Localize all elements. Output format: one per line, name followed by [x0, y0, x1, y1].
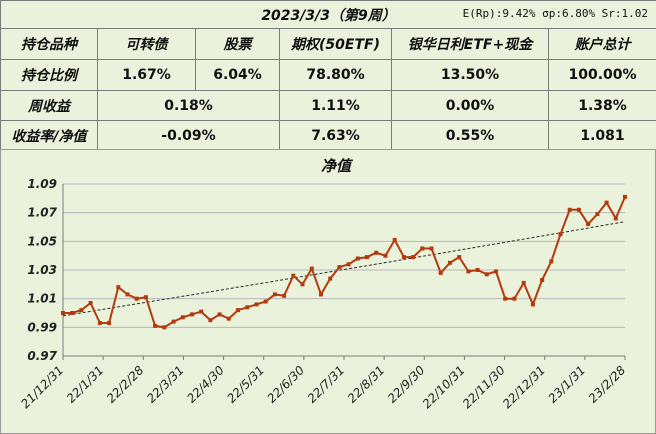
nav-data-point — [558, 232, 563, 237]
nav-data-point — [236, 308, 240, 313]
nav-data-point — [411, 255, 416, 260]
nav-data-point — [521, 280, 526, 285]
nav-data-point — [337, 265, 342, 270]
nav-data-point — [162, 325, 167, 330]
cell-yield-convertible-stock: -0.09% — [97, 120, 280, 151]
nav-data-point — [466, 269, 471, 274]
nav-data-point — [595, 212, 600, 217]
nav-data-point — [125, 292, 130, 297]
nav-data-point — [613, 216, 618, 221]
nav-data-point — [116, 285, 121, 290]
cell-position-total: 100.00% — [547, 59, 656, 91]
col-header-account-total: 账户总计 — [547, 28, 656, 60]
cell-yield-option: 7.63% — [279, 120, 392, 151]
nav-data-point — [484, 272, 489, 277]
nav-data-point — [457, 255, 462, 260]
nav-data-point — [143, 295, 148, 300]
nav-data-point — [586, 222, 591, 227]
nav-data-point — [300, 282, 305, 287]
nav-data-point — [217, 312, 222, 317]
nav-data-point — [448, 260, 452, 265]
col-header-holding-type: 持仓品种 — [0, 28, 98, 60]
nav-data-point — [567, 207, 572, 212]
nav-data-point — [272, 292, 277, 297]
nav-data-point — [180, 315, 185, 320]
nav-data-point — [107, 321, 112, 325]
nav-data-point — [438, 270, 443, 275]
nav-data-point — [512, 296, 517, 301]
nav-data-point — [70, 311, 75, 315]
nav-data-point — [494, 269, 498, 274]
chart-title: 净值 — [321, 157, 354, 175]
nav-data-point — [346, 262, 351, 267]
y-tick-label: 1.01 — [27, 292, 57, 306]
nav-data-point — [392, 237, 397, 242]
nav-data-point — [245, 305, 250, 310]
chart-frame — [0, 149, 656, 434]
holdings-table: 2023/3/3（第9周） E(Rp):9.42% σp:6.80% Sr:1.… — [0, 0, 656, 151]
cell-weekly-convertible-stock: 0.18% — [97, 90, 280, 121]
nav-data-point — [623, 194, 627, 199]
nav-data-point — [420, 246, 425, 251]
nav-chart: 净值 0.970.991.011.031.051.071.0921/12/312… — [0, 149, 656, 434]
nav-data-point — [383, 253, 388, 258]
nav-data-point — [171, 319, 176, 324]
col-header-stock: 股票 — [195, 28, 280, 60]
cell-yield-total: 1.081 — [547, 120, 656, 151]
col-header-option: 期权(50ETF) — [279, 28, 392, 60]
col-header-convertible-bond: 可转债 — [97, 28, 196, 60]
report-header: 2023/3/3（第9周） E(Rp):9.42% σp:6.80% Sr:1.… — [0, 0, 656, 29]
cell-yield-etf-cash: 0.55% — [391, 120, 549, 151]
nav-data-point — [226, 316, 231, 321]
nav-data-point — [199, 309, 204, 314]
nav-data-point — [291, 273, 296, 278]
nav-data-point — [319, 292, 323, 297]
y-tick-label: 1.07 — [27, 206, 57, 220]
nav-data-point — [401, 255, 406, 260]
nav-data-point — [254, 302, 259, 307]
row-label-position-ratio: 持仓比例 — [0, 59, 98, 91]
nav-data-point — [549, 259, 554, 264]
nav-data-point — [153, 323, 158, 328]
nav-data-point — [309, 266, 314, 271]
nav-data-point — [208, 318, 213, 323]
nav-data-point — [97, 321, 102, 325]
nav-data-point — [540, 278, 545, 282]
col-header-etf-cash: 银华日利ETF+现金 — [391, 28, 549, 60]
portfolio-metrics: E(Rp):9.42% σp:6.80% Sr:1.02 — [462, 7, 649, 20]
cell-position-convertible: 1.67% — [97, 59, 196, 91]
row-label-yield-nav: 收益率/净值 — [0, 120, 98, 151]
cell-position-stock: 6.04% — [195, 59, 280, 91]
nav-data-point — [530, 302, 535, 307]
report-title: 2023/3/3（第9周） — [261, 7, 396, 24]
cell-position-option: 78.80% — [279, 59, 392, 91]
y-tick-label: 1.09 — [27, 177, 57, 191]
nav-data-point — [604, 200, 609, 205]
row-label-weekly-return: 周收益 — [0, 90, 98, 121]
cell-weekly-option: 1.11% — [279, 90, 392, 121]
nav-data-point — [328, 276, 333, 281]
cell-position-etf-cash: 13.50% — [391, 59, 549, 91]
y-tick-label: 0.99 — [27, 320, 57, 334]
nav-data-point — [190, 312, 194, 317]
nav-data-point — [79, 308, 84, 313]
cell-weekly-total: 1.38% — [547, 90, 656, 121]
cell-weekly-etf-cash: 0.00% — [391, 90, 549, 121]
nav-data-point — [134, 296, 139, 301]
nav-data-point — [88, 301, 93, 305]
nav-data-point — [503, 296, 508, 301]
nav-data-point — [282, 293, 287, 298]
nav-data-point — [263, 299, 268, 304]
y-tick-label: 1.05 — [27, 234, 57, 248]
nav-data-point — [365, 255, 369, 260]
nav-data-point — [475, 268, 480, 272]
y-tick-label: 0.97 — [27, 349, 57, 363]
nav-data-point — [355, 256, 360, 261]
nav-data-point — [429, 246, 434, 251]
nav-data-point — [576, 207, 581, 212]
nav-data-point — [61, 311, 65, 315]
y-tick-label: 1.03 — [27, 263, 57, 277]
nav-data-point — [374, 250, 379, 255]
